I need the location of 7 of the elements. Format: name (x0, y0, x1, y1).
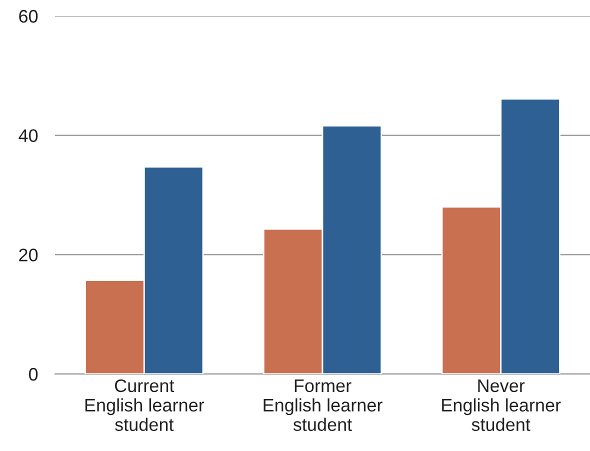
x-tick-label: Never English learner student (442, 380, 561, 432)
y-tick-label: 40 (18, 129, 38, 142)
y-tick-label: 0 (29, 368, 38, 381)
y-tick-label: 20 (19, 248, 38, 262)
x-tick-label: Former English learner student (264, 380, 382, 432)
y-tick-label: 60 (19, 10, 38, 23)
x-tick-label: Current English learner student (85, 379, 204, 432)
